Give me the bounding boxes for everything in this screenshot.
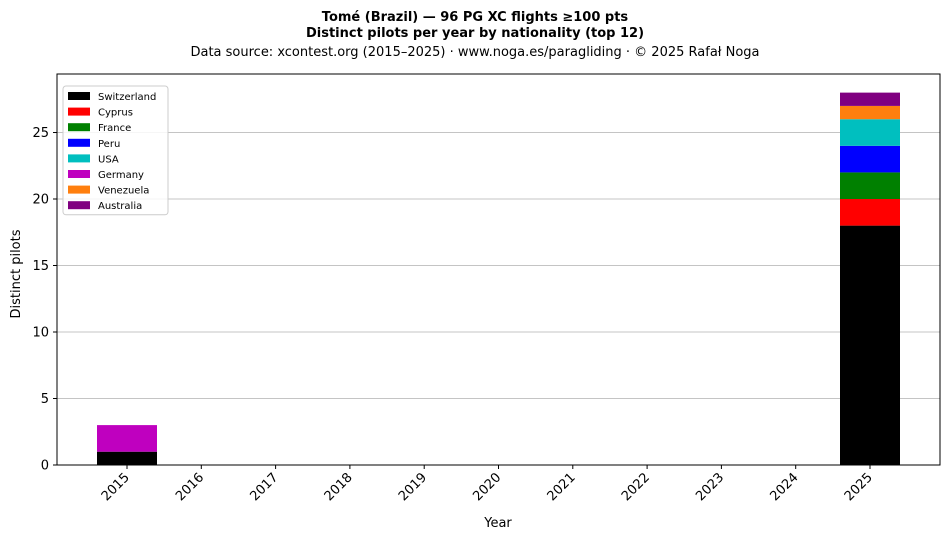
bar-segment (840, 172, 900, 200)
x-tick-label: 2018 (322, 470, 356, 504)
chart-source: Data source: xcontest.org (2015–2025) · … (190, 45, 759, 60)
legend-swatch (68, 107, 90, 116)
y-tick-label: 20 (32, 193, 49, 208)
y-tick-label: 5 (41, 392, 49, 407)
bar-segment (840, 119, 900, 146)
legend: Switzerland Cyprus France Peru USA Germany Ven… (62, 85, 169, 216)
x-tick-label: 2016 (173, 470, 207, 504)
y-axis-label: Distinct pilots (9, 229, 24, 318)
legend-label: Australia (98, 201, 142, 212)
legend-label: Cyprus (98, 108, 133, 119)
y-tick-label: 25 (32, 126, 49, 141)
legend-swatch (68, 185, 90, 194)
x-tick-label: 2021 (545, 470, 579, 504)
bar-segment (97, 451, 157, 465)
legend-label: Venezuela (98, 186, 149, 197)
legend-swatch (68, 123, 90, 132)
x-tick-label: 2015 (99, 470, 133, 504)
bar-segment (97, 425, 157, 452)
y-tick-label: 10 (32, 326, 49, 341)
bar-segment (840, 225, 900, 465)
x-tick-label: 2017 (247, 470, 281, 504)
legend-label: France (98, 123, 131, 134)
bar-segment (840, 92, 900, 106)
legend-label: Switzerland (98, 92, 156, 103)
x-tick-label: 2024 (768, 470, 802, 504)
legend-swatch (68, 170, 90, 178)
legend-swatch (68, 92, 90, 100)
bar-segment (840, 199, 900, 226)
x-tick-label: 2020 (470, 470, 504, 504)
legend-box (62, 85, 169, 216)
chart-subtitle: Distinct pilots per year by nationality … (306, 26, 644, 41)
legend-swatch (68, 201, 90, 210)
x-tick-label: 2025 (842, 470, 876, 504)
legend-label: USA (98, 154, 119, 165)
legend-label: Peru (98, 139, 120, 150)
y-tick-label: 0 (41, 459, 49, 474)
x-tick-label: 2022 (619, 470, 653, 504)
chart-title: Tomé (Brazil) — 96 PG XC flights ≥100 pt… (322, 10, 629, 25)
bars (97, 92, 900, 465)
bar-segment (840, 145, 900, 173)
legend-swatch (68, 154, 90, 163)
bar-segment (840, 105, 900, 120)
x-axis-label: Year (483, 516, 512, 531)
legend-swatch (68, 138, 90, 147)
legend-label: Germany (98, 170, 144, 181)
x-tick-label: 2019 (396, 470, 430, 504)
gridlines (57, 132, 940, 399)
x-tick-label: 2023 (693, 470, 727, 504)
y-tick-label: 15 (32, 259, 49, 274)
